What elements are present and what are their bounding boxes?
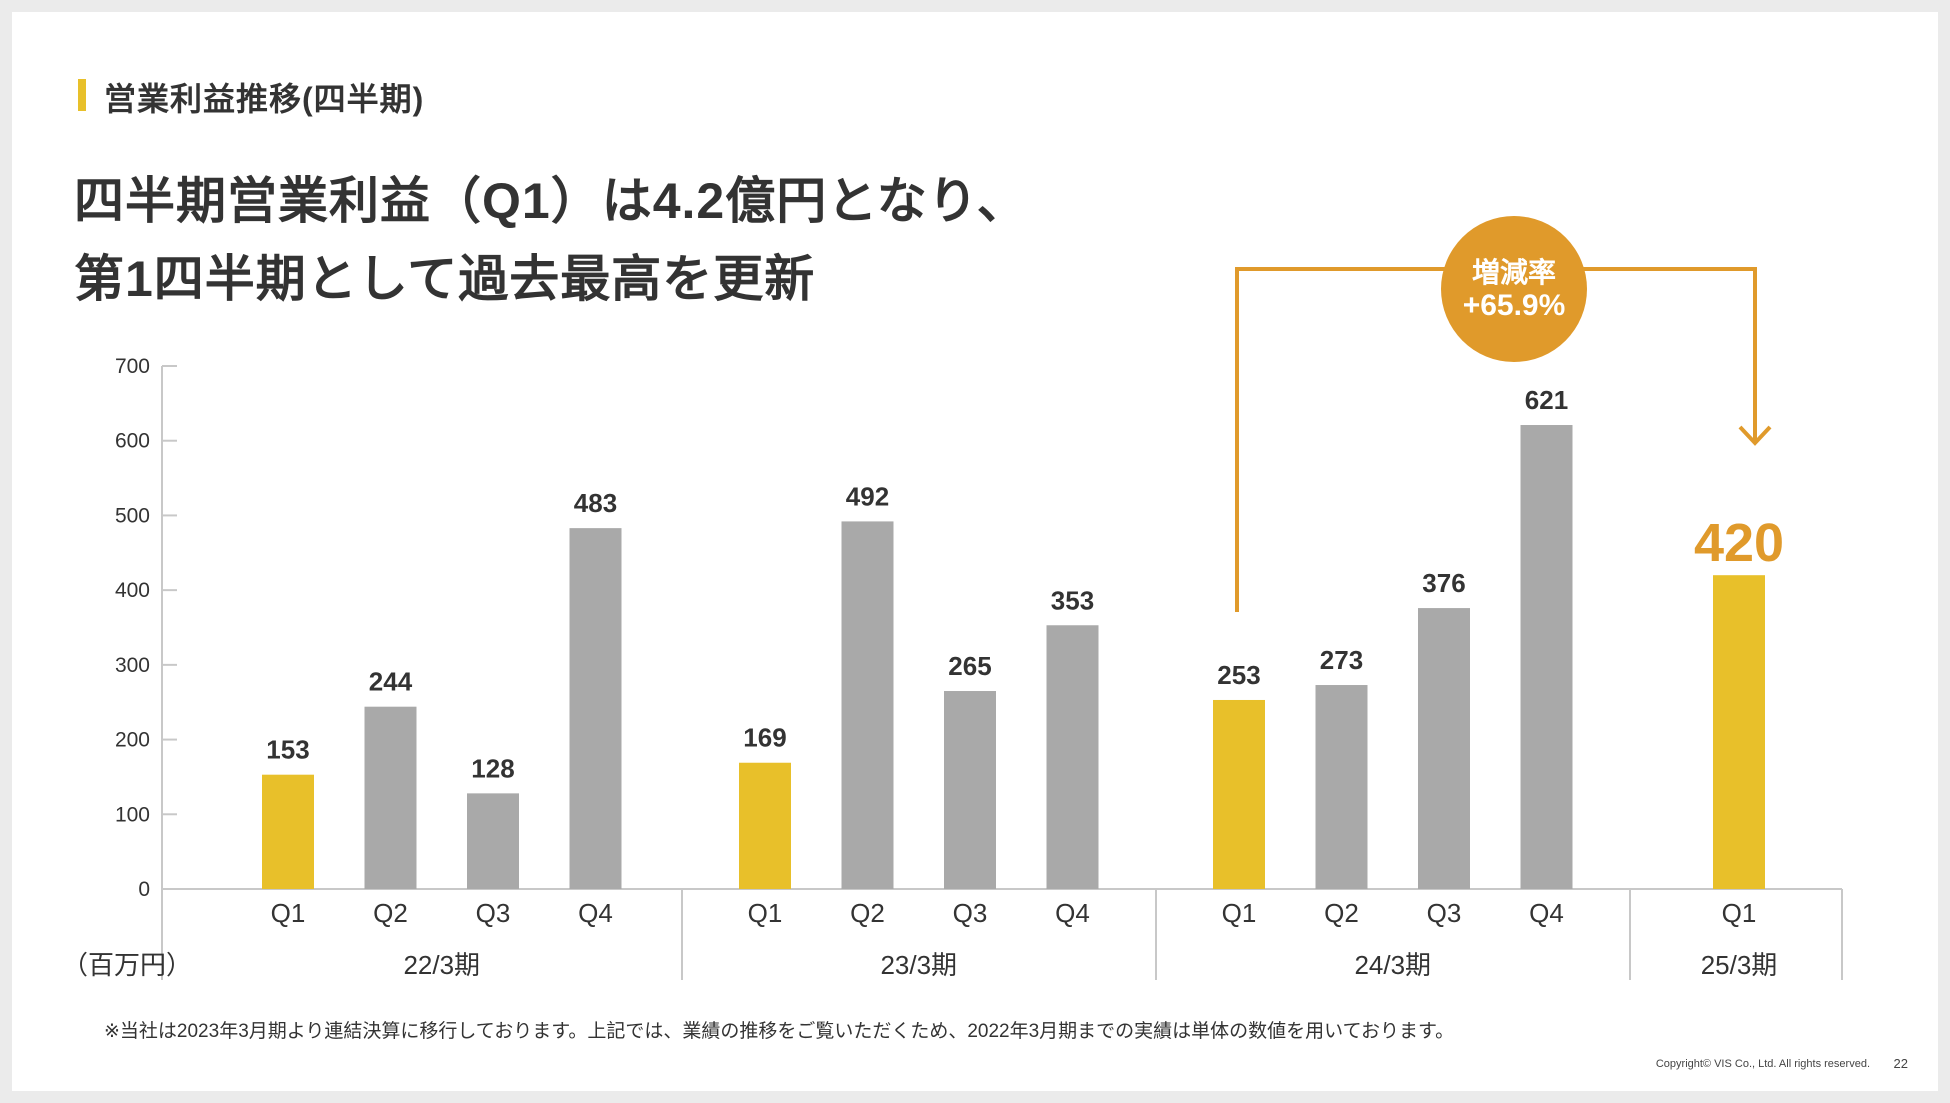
quarter-label: Q4 (1529, 898, 1564, 928)
headline-line-1: 四半期営業利益（Q1）は4.2億円となり、 (74, 173, 1028, 229)
quarter-label: Q3 (953, 898, 988, 928)
bar-24/3期-Q3 (1418, 608, 1470, 889)
bar-25/3期-Q1 (1713, 575, 1765, 889)
value-label: 621 (1525, 385, 1568, 415)
period-label: 22/3期 (403, 950, 480, 980)
y-tick-label: 200 (115, 729, 150, 752)
bar-23/3期-Q3 (944, 691, 996, 889)
bar-24/3期-Q1 (1213, 699, 1265, 889)
bar-23/3期-Q4 (1046, 625, 1099, 889)
bar-24/3期-Q4 (1520, 425, 1573, 889)
quarter-label: Q1 (271, 898, 306, 928)
copyright: Copyright© VIS Co., Ltd. All rights rese… (1655, 1058, 1870, 1070)
bar-24/3期-Q2 (1315, 685, 1368, 889)
headline: 四半期営業利益（Q1）は4.2億円となり、 第1四半期として過去最高を更新 (74, 162, 1028, 318)
growth-badge-title: 増減率 (1472, 256, 1556, 288)
growth-badge-value: +65.9% (1463, 289, 1566, 322)
period-label: 25/3期 (1701, 950, 1778, 980)
quarter-label: Q2 (1324, 898, 1359, 928)
unit-label: （百万円） (62, 950, 192, 980)
value-label: 153 (266, 735, 309, 765)
quarter-label: Q2 (373, 898, 408, 928)
value-label-emphasis: 420 (1694, 513, 1784, 573)
y-tick-label: 600 (115, 430, 150, 453)
y-tick-label: 100 (115, 803, 150, 826)
y-tick-label: 700 (115, 355, 150, 378)
bar-23/3期-Q1 (739, 762, 791, 889)
slide: 営業利益推移(四半期) 四半期営業利益（Q1）は4.2億円となり、 第1四半期と… (12, 12, 1938, 1091)
value-label: 265 (948, 651, 991, 681)
quarter-label: Q3 (1427, 898, 1462, 928)
quarter-label: Q2 (850, 898, 885, 928)
y-tick-label: 300 (115, 654, 150, 677)
quarter-label: Q4 (578, 898, 613, 928)
period-label: 24/3期 (1354, 950, 1431, 980)
value-label: 128 (471, 753, 514, 783)
quarter-label: Q4 (1055, 898, 1090, 928)
bar-22/3期-Q3 (467, 793, 519, 889)
page-number: 22 (1893, 1056, 1908, 1071)
growth-arrow-head (1738, 425, 1772, 446)
value-label: 253 (1217, 660, 1260, 690)
quarter-label: Q1 (1222, 898, 1257, 928)
value-label: 273 (1320, 645, 1363, 675)
headline-line-2: 第1四半期として過去最高を更新 (74, 251, 816, 307)
y-tick-label: 400 (115, 579, 150, 602)
bar-22/3期-Q1 (262, 774, 314, 889)
quarter-label: Q3 (476, 898, 511, 928)
period-label: 23/3期 (880, 950, 957, 980)
y-tick-label: 0 (138, 878, 150, 901)
y-tick-label: 500 (115, 504, 150, 527)
footnote: ※当社は2023年3月期より連結決算に移行しております。上記では、業績の推移をご… (104, 1021, 1455, 1042)
section-accent-bar (78, 79, 86, 111)
bar-23/3期-Q2 (841, 521, 894, 889)
bar-22/3期-Q4 (569, 528, 622, 889)
value-label: 169 (743, 723, 786, 753)
bar-22/3期-Q2 (364, 706, 417, 889)
value-label: 483 (574, 488, 617, 518)
growth-badge (1441, 216, 1587, 362)
value-label: 244 (369, 667, 413, 697)
value-label: 376 (1422, 568, 1465, 598)
section-title: 営業利益推移(四半期) (104, 81, 425, 117)
value-label: 492 (846, 481, 889, 511)
value-label: 353 (1051, 585, 1094, 615)
quarter-label: Q1 (748, 898, 783, 928)
quarter-label: Q1 (1722, 898, 1757, 928)
